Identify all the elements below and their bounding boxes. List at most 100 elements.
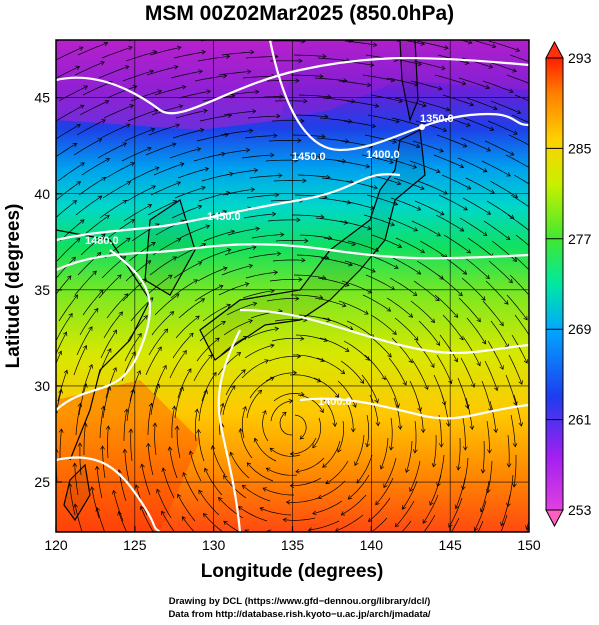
streamline-arrowhead: [298, 58, 303, 64]
streamline: [387, 217, 418, 232]
streamline-arrowhead: [334, 393, 340, 399]
streamline-arrowhead: [250, 187, 256, 192]
streamline-arrowhead: [367, 225, 372, 231]
streamline-arrowhead: [456, 466, 461, 471]
streamline-arrowhead: [282, 517, 287, 523]
streamline-arrowhead: [100, 445, 105, 450]
streamline: [268, 355, 301, 362]
streamline-arrowhead: [295, 468, 300, 474]
streamline-arrowhead: [215, 337, 220, 342]
wind-streamlines: [56, 31, 545, 552]
streamline-arrowhead: [307, 527, 313, 532]
streamline: [293, 54, 327, 57]
streamline: [56, 238, 81, 262]
streamline: [189, 450, 202, 482]
streamline-arrowhead: [196, 428, 201, 434]
streamline-arrowhead: [492, 105, 498, 111]
streamline: [460, 357, 475, 388]
streamline: [100, 329, 117, 359]
streamline: [154, 293, 180, 316]
streamline-arrowhead: [395, 118, 400, 124]
colorbar-tick-label: 293: [568, 50, 592, 66]
streamline: [321, 177, 354, 184]
contour-label: 1580.0: [560, 551, 594, 563]
colorbar: 253 261 269 277 285 293: [545, 40, 592, 528]
streamline: [423, 514, 436, 532]
streamline-arrowhead: [439, 211, 445, 216]
streamline-arrowhead: [112, 329, 117, 335]
streamline: [245, 271, 278, 279]
streamline-arrowhead: [79, 219, 85, 224]
streamline: [59, 429, 62, 461]
streamline: [145, 143, 177, 156]
streamline: [100, 123, 131, 139]
streamline-arrowhead: [373, 185, 378, 190]
streamline-arrowhead: [225, 54, 231, 59]
streamline: [198, 429, 205, 462]
streamline: [105, 367, 117, 399]
streamline: [96, 507, 106, 532]
streamline: [482, 80, 514, 93]
streamline: [81, 364, 93, 396]
streamline: [140, 506, 154, 532]
streamline: [97, 142, 127, 159]
sakhalin-land: [400, 40, 418, 120]
streamline: [506, 294, 528, 321]
streamline: [238, 506, 268, 522]
streamline: [82, 289, 104, 316]
streamline: [174, 186, 206, 199]
streamline: [56, 66, 80, 79]
streamline-arrowhead: [125, 237, 131, 242]
streamline: [148, 328, 168, 356]
streamline-arrowhead: [122, 448, 128, 454]
streamline-arrowhead: [534, 146, 538, 150]
streamline-arrowhead: [294, 157, 299, 163]
streamline-arrowhead: [323, 337, 328, 343]
streamline-arrowhead: [72, 143, 78, 148]
streamline-arrowhead: [374, 398, 379, 404]
streamline-arrowhead: [327, 235, 333, 241]
streamline: [241, 359, 269, 379]
streamline-arrowhead: [253, 168, 259, 173]
streamline-arrowhead: [82, 344, 88, 350]
streamline-arrowhead: [393, 201, 399, 206]
streamline: [489, 400, 497, 433]
streamline: [415, 340, 435, 368]
streamline: [466, 317, 486, 345]
streamline: [173, 51, 206, 59]
streamline-arrowhead: [282, 411, 287, 417]
streamline-arrowhead: [204, 166, 210, 172]
streamline: [463, 117, 494, 131]
streamline: [365, 274, 395, 290]
streamline: [538, 398, 545, 429]
streamline-arrowhead: [205, 31, 209, 35]
streamline: [194, 75, 227, 82]
streamline-arrowhead: [437, 86, 443, 91]
streamline-arrowhead: [117, 274, 122, 279]
streamline-arrowhead: [515, 47, 521, 52]
streamline-arrowhead: [104, 100, 110, 105]
streamline-arrowhead: [177, 493, 182, 499]
streamline-arrowhead: [269, 376, 275, 381]
streamline: [226, 302, 257, 316]
streamline: [269, 279, 302, 282]
streamline: [145, 346, 162, 376]
streamline: [510, 414, 516, 447]
streamline: [448, 497, 463, 528]
streamline: [451, 517, 460, 532]
streamline-arrowhead: [224, 132, 229, 138]
streamline: [337, 420, 344, 453]
streamline-arrowhead: [195, 315, 200, 320]
streamline: [513, 174, 529, 185]
streamline-arrowhead: [137, 332, 142, 338]
streamline-arrowhead: [134, 484, 140, 489]
streamline-arrowhead: [143, 315, 148, 320]
streamline: [533, 478, 537, 510]
streamline-arrowhead: [140, 463, 145, 468]
streamline-arrowhead: [371, 123, 377, 129]
streamline-arrowhead: [485, 274, 490, 280]
streamline-arrowhead: [512, 442, 518, 448]
streamline: [458, 297, 481, 322]
streamline: [56, 46, 84, 61]
streamline-arrowhead: [316, 548, 320, 552]
